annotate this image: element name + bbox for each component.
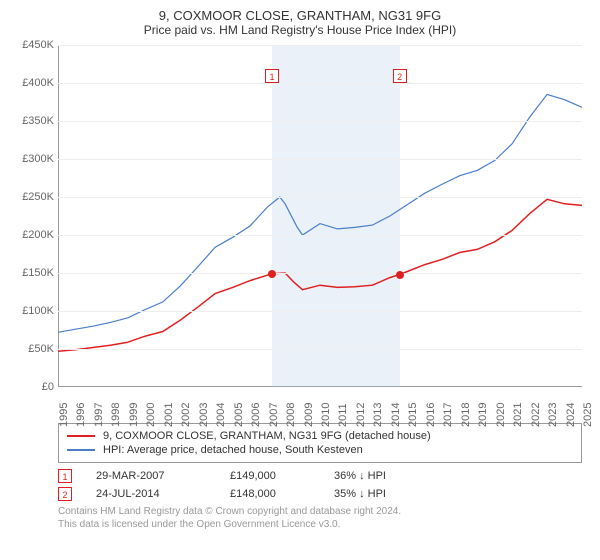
legend-label: 9, COXMOOR CLOSE, GRANTHAM, NG31 9FG (de… bbox=[103, 430, 431, 442]
x-axis-label: 1995 bbox=[58, 403, 70, 427]
x-axis-label: 2014 bbox=[390, 403, 402, 427]
y-axis-label: £200K bbox=[10, 229, 58, 241]
x-axis-label: 2018 bbox=[460, 403, 472, 427]
footer-line: Contains HM Land Registry data © Crown c… bbox=[58, 505, 582, 518]
x-axis-label: 2010 bbox=[320, 403, 332, 427]
x-axis-label: 2019 bbox=[477, 403, 489, 427]
event-price: £149,000 bbox=[230, 470, 310, 482]
chart-title: 9, COXMOOR CLOSE, GRANTHAM, NG31 9FG bbox=[8, 8, 592, 23]
event-marker bbox=[396, 271, 404, 279]
event-row: 2 24-JUL-2014 £148,000 35% ↓ HPI bbox=[58, 487, 582, 501]
x-axis-label: 2003 bbox=[198, 403, 210, 427]
footer: Contains HM Land Registry data © Crown c… bbox=[58, 505, 582, 531]
x-axis-label: 2025 bbox=[582, 403, 594, 427]
legend-swatch bbox=[67, 449, 95, 451]
y-axis-label: £150K bbox=[10, 267, 58, 279]
event-price: £148,000 bbox=[230, 488, 310, 500]
legend-swatch bbox=[67, 435, 95, 437]
x-axis-label: 2001 bbox=[163, 403, 175, 427]
event-index-box: 2 bbox=[58, 487, 72, 501]
x-axis-label: 2015 bbox=[407, 403, 419, 427]
legend: 9, COXMOOR CLOSE, GRANTHAM, NG31 9FG (de… bbox=[58, 423, 582, 463]
chart-container: 9, COXMOOR CLOSE, GRANTHAM, NG31 9FG Pri… bbox=[0, 0, 600, 560]
event-index-box: 1 bbox=[58, 469, 72, 483]
event-date: 24-JUL-2014 bbox=[96, 488, 206, 500]
x-axis-label: 2012 bbox=[355, 403, 367, 427]
series-line bbox=[58, 199, 582, 351]
event-delta: 36% ↓ HPI bbox=[334, 470, 414, 482]
chart-area: £0£50K£100K£150K£200K£250K£300K£350K£400… bbox=[58, 45, 582, 415]
legend-item: HPI: Average price, detached house, Sout… bbox=[67, 444, 573, 456]
event-marker-label: 2 bbox=[393, 69, 407, 83]
y-axis-label: £0 bbox=[10, 381, 58, 393]
x-axis-label: 1997 bbox=[93, 403, 105, 427]
x-axis-label: 2024 bbox=[565, 403, 577, 427]
event-delta: 35% ↓ HPI bbox=[334, 488, 414, 500]
x-axis-label: 2005 bbox=[233, 403, 245, 427]
event-row: 1 29-MAR-2007 £149,000 36% ↓ HPI bbox=[58, 469, 582, 483]
legend-label: HPI: Average price, detached house, Sout… bbox=[103, 444, 363, 456]
x-axis-label: 2023 bbox=[547, 403, 559, 427]
y-axis-label: £400K bbox=[10, 77, 58, 89]
y-axis-label: £50K bbox=[10, 343, 58, 355]
y-axis-label: £350K bbox=[10, 115, 58, 127]
x-axis-label: 2011 bbox=[337, 403, 349, 427]
x-axis-label: 2013 bbox=[372, 403, 384, 427]
y-axis-label: £450K bbox=[10, 39, 58, 51]
y-axis-label: £300K bbox=[10, 153, 58, 165]
x-axis-label: 2016 bbox=[425, 403, 437, 427]
x-axis-label: 2017 bbox=[442, 403, 454, 427]
series-line bbox=[58, 94, 582, 332]
x-axis-label: 2020 bbox=[495, 403, 507, 427]
x-axis-label: 1998 bbox=[110, 403, 122, 427]
x-axis-label: 2022 bbox=[530, 403, 542, 427]
x-axis-label: 2004 bbox=[215, 403, 227, 427]
x-axis-label: 2002 bbox=[180, 403, 192, 427]
x-axis-label: 1996 bbox=[75, 403, 87, 427]
events-table: 1 29-MAR-2007 £149,000 36% ↓ HPI 2 24-JUL-201… bbox=[58, 469, 582, 501]
chart-lines bbox=[58, 45, 582, 387]
x-axis-label: 2000 bbox=[145, 403, 157, 427]
event-marker-label: 1 bbox=[265, 69, 279, 83]
x-axis-label: 2007 bbox=[268, 403, 280, 427]
y-axis-label: £100K bbox=[10, 305, 58, 317]
x-axis-label: 2008 bbox=[285, 403, 297, 427]
chart-subtitle: Price paid vs. HM Land Registry's House … bbox=[8, 23, 592, 37]
y-axis-label: £250K bbox=[10, 191, 58, 203]
x-axis-label: 2009 bbox=[303, 403, 315, 427]
x-axis-label: 1999 bbox=[128, 403, 140, 427]
footer-line: This data is licensed under the Open Gov… bbox=[58, 518, 582, 531]
x-axis-label: 2006 bbox=[250, 403, 262, 427]
legend-item: 9, COXMOOR CLOSE, GRANTHAM, NG31 9FG (de… bbox=[67, 430, 573, 442]
event-marker bbox=[268, 270, 276, 278]
event-date: 29-MAR-2007 bbox=[96, 470, 206, 482]
x-axis-label: 2021 bbox=[512, 403, 524, 427]
